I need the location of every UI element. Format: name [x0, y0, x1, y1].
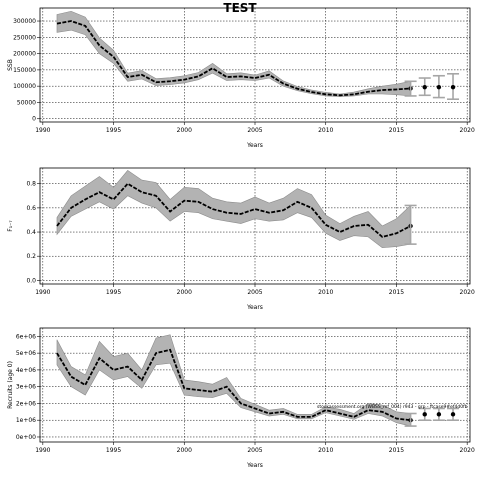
y-tick-label: 0.4 — [26, 229, 36, 236]
x-tick-label: 1990 — [35, 289, 50, 296]
x-tick-label: 2000 — [177, 447, 192, 454]
y-tick-label: 0.0 — [26, 277, 36, 284]
x-tick-label: 2010 — [318, 289, 333, 296]
forecast-point — [450, 84, 456, 90]
estimate-line — [56, 20, 411, 97]
forecast-point — [450, 412, 456, 417]
x-tick-label: 2015 — [389, 289, 404, 296]
y-tick-label: 0 — [32, 116, 36, 123]
confidence-band — [56, 334, 411, 427]
y-tick-label: 200000 — [13, 51, 36, 58]
f-panel: 1990 1995 2000 2005 2010 2015 2020 0.0 0.2 0.4 0.6… — [7, 167, 475, 311]
forecast-point — [422, 412, 427, 417]
y-tick-label: 250000 — [13, 34, 36, 41]
x-axis-label: Years — [246, 462, 263, 469]
y-tick-label: 0.8 — [26, 181, 36, 188]
x-tick-label: 2005 — [247, 447, 262, 454]
x-tick-label: 1995 — [106, 127, 121, 134]
x-tick-label: 2010 — [318, 127, 333, 134]
y-tick-label: 5e+06 — [16, 350, 36, 357]
estimate-line — [56, 182, 412, 238]
y-tick-label: 3e+06 — [16, 384, 36, 391]
x-tick-label: 2020 — [460, 127, 475, 134]
y-tick-label: 0.6 — [26, 205, 36, 212]
y-tick-label: 300000 — [13, 18, 36, 25]
forecast-point — [436, 84, 442, 90]
y-tick-label: 0.2 — [26, 253, 36, 260]
x-tick-label: 1995 — [106, 289, 121, 296]
confidence-band — [56, 170, 411, 249]
y-tick-label: 2e+06 — [16, 400, 36, 407]
x-tick-label: 1990 — [35, 447, 50, 454]
recruit-panel: 1990 1995 2000 2005 2010 2015 2020 0e+00 1e+06 2e… — [7, 327, 475, 469]
x-tick-label: 2005 — [247, 127, 262, 134]
y-tick-label: 150000 — [13, 67, 36, 74]
y-tick-label: 4e+06 — [16, 367, 36, 374]
x-tick-label: 2000 — [177, 127, 192, 134]
x-tick-label: 2020 — [460, 447, 475, 454]
y-axis-label: SSB — [7, 59, 14, 71]
ssb-panel: 1990 1995 2000 2005 2010 2015 2020 0 50000 100000… — [7, 7, 475, 149]
y-tick-label: 1e+06 — [16, 417, 36, 424]
x-tick-label: 1990 — [35, 127, 50, 134]
y-tick-label: 50000 — [17, 99, 36, 106]
stockassessment-annotation: stockassessment.org (WBSS_mf_004) r943 -… — [317, 404, 468, 410]
x-tick-label: 2015 — [389, 127, 404, 134]
x-tick-label: 2020 — [460, 289, 475, 296]
x-tick-label: 2000 — [177, 289, 192, 296]
x-axis-label: Years — [246, 142, 263, 149]
forecast-point — [436, 412, 442, 417]
x-tick-label: 2015 — [389, 447, 404, 454]
forecast-point — [422, 84, 427, 90]
x-tick-label: 1995 — [106, 447, 121, 454]
x-axis-label: Years — [246, 304, 263, 311]
x-tick-label: 2005 — [247, 289, 262, 296]
estimate-line — [56, 348, 411, 422]
y-tick-label: 100000 — [13, 83, 36, 90]
y-axis-label: Recruits (age 0) — [7, 361, 14, 409]
y-tick-label: 6e+06 — [16, 333, 36, 340]
x-tick-label: 2010 — [318, 447, 333, 454]
y-tick-label: 0e+00 — [16, 434, 36, 441]
y-axis-label: F₁₋₇ — [7, 220, 14, 232]
